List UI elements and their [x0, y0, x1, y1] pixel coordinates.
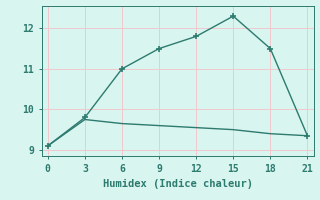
X-axis label: Humidex (Indice chaleur): Humidex (Indice chaleur): [103, 179, 252, 189]
